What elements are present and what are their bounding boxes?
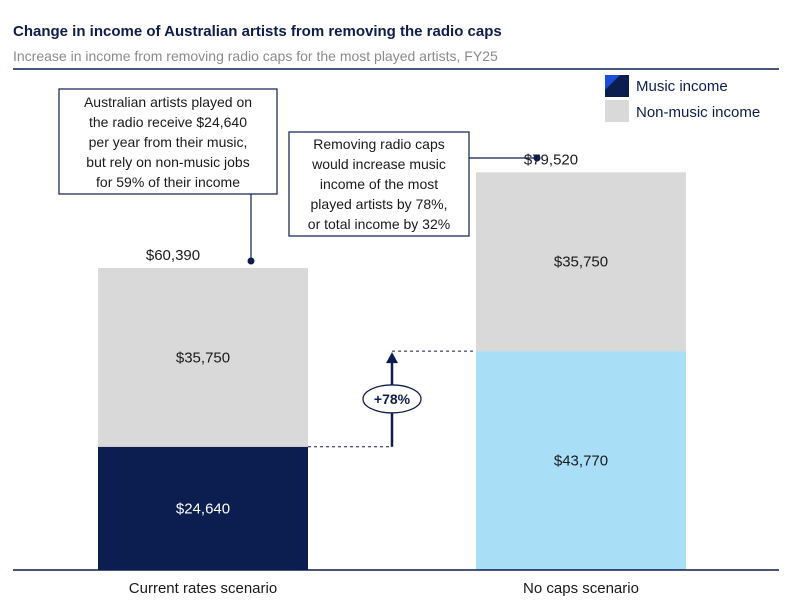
arrow-up-icon — [386, 352, 398, 364]
segment-labels-group: $24,640 $35,750 $43,770 $35,750 — [176, 254, 608, 518]
right-callout-box — [288, 131, 470, 237]
legend: Music income Non-music income — [605, 75, 760, 122]
legend-label-non-music: Non-music income — [636, 104, 760, 121]
left-callout-line-3: per year from their music, — [89, 134, 248, 150]
left-callout-line-5: for 59% of their income — [96, 174, 240, 190]
left-callout-line-4: but rely on non-music jobs — [86, 154, 249, 170]
data-label-non-music-current: $35,750 — [176, 349, 230, 366]
left-callout-line-2: the radio receive $24,640 — [89, 114, 247, 130]
data-label-music-nocaps: $43,770 — [554, 453, 608, 470]
legend-label-music: Music income — [636, 78, 728, 95]
total-label-current: $60,390 — [146, 247, 200, 264]
left-callout-box — [58, 88, 278, 195]
change-badge — [362, 384, 422, 414]
right-callout-dot — [533, 154, 541, 162]
right-callout-line-1: Removing radio caps — [313, 136, 445, 152]
chart-subtitle: Increase in income from removing radio c… — [13, 48, 498, 64]
left-callout-line-1: Australian artists played on — [84, 94, 252, 110]
legend-swatch-music — [605, 75, 629, 97]
right-callout-line-5: or total income by 32% — [308, 216, 450, 232]
right-callout-line-4: played artists by 78%, — [311, 196, 448, 212]
right-callout-line-2: would increase music — [311, 156, 446, 172]
data-label-non-music-nocaps: $35,750 — [554, 254, 608, 271]
category-label-nocaps: No caps scenario — [523, 580, 639, 597]
legend-swatch-non-music — [605, 100, 629, 122]
bar-segment-music-current — [98, 446, 308, 570]
right-callout: Removing radio caps would increase music… — [288, 131, 541, 237]
bar-segment-music-nocaps — [476, 351, 686, 570]
bar-segment-non-music-nocaps — [476, 172, 686, 352]
left-callout: Australian artists played on the radio r… — [58, 88, 278, 265]
total-label-nocaps: $79,520 — [524, 151, 578, 168]
data-label-music-current: $24,640 — [176, 500, 230, 517]
left-callout-dot — [247, 257, 255, 265]
chart-title: Change in income of Australian artists f… — [13, 23, 502, 40]
bars-group — [98, 172, 686, 570]
category-label-current: Current rates scenario — [129, 580, 277, 597]
bar-segment-non-music-current — [98, 268, 308, 447]
change-indicator: +78% — [308, 350, 476, 448]
change-label: +78% — [374, 391, 411, 407]
category-labels-group: Current rates scenario No caps scenario — [129, 580, 639, 597]
right-callout-line-3: income of the most — [320, 176, 438, 192]
